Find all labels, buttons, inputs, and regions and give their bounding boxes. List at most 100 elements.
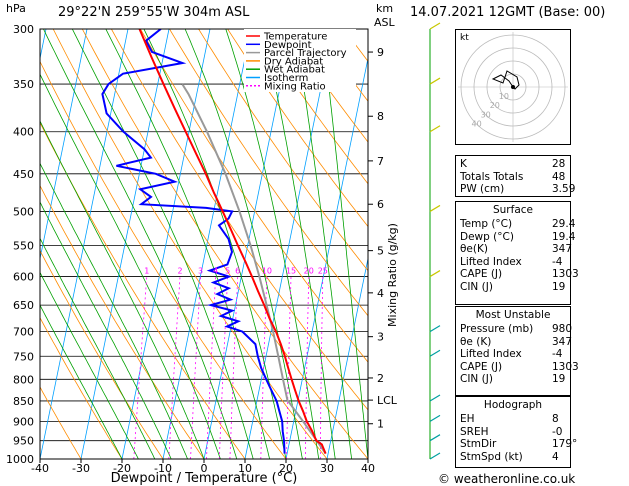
row-value: 980	[552, 323, 573, 335]
row-value: 4	[552, 450, 559, 463]
hodograph-unit-label: kt	[460, 33, 469, 43]
row-value: -4	[552, 348, 563, 361]
dry-adiabat	[198, 29, 368, 272]
row-value: 19	[552, 373, 566, 386]
pressure-tick-label: 550	[13, 239, 34, 252]
wind-barb	[429, 452, 441, 460]
row-label: PW (cm)	[460, 183, 505, 196]
row-value: 1303	[552, 360, 579, 373]
row-value: 347	[552, 335, 573, 348]
wet-adiabat	[43, 29, 238, 459]
plot-frame	[39, 28, 369, 460]
mixing-ratio-axis-label: Mixing Ratio (g/kg)	[386, 223, 399, 327]
legend: Temperature Dewpoint Parcel Trajectory Dry …	[244, 29, 356, 92]
hodograph-ring-label: 30	[481, 110, 491, 119]
isotherm	[0, 29, 5, 459]
row-label: Totals Totals	[460, 170, 524, 183]
wet-adiabat	[321, 29, 368, 459]
parcel-trajectory-line	[181, 83, 327, 455]
row-value: 3.59	[552, 183, 576, 196]
temperature-tick-label: 40	[361, 462, 375, 475]
dry-adiabat	[40, 316, 123, 459]
legend-entry: Isotherm	[264, 73, 308, 84]
height-tick-label: 4	[377, 287, 384, 300]
wind-barb	[429, 349, 441, 357]
row-value: 19	[552, 281, 566, 293]
height-tick-label: 2	[377, 372, 384, 385]
wet-adiabat	[262, 29, 336, 459]
dry-adiabat	[256, 29, 368, 185]
isotherm	[80, 29, 170, 459]
wind-barb	[429, 125, 441, 133]
copyright[interactable]: © weatheronline.co.uk	[438, 472, 576, 486]
row-value: 179°	[552, 438, 578, 451]
wet-adiabat	[40, 120, 205, 459]
table-row: Totals Totals 48	[460, 171, 566, 183]
isotherm	[40, 29, 129, 459]
row-label: θe(K)	[460, 243, 488, 256]
x-axis-label: Dewpoint / Temperature (°C)	[111, 471, 298, 486]
table-row: CAPE (J) 1303	[460, 268, 579, 280]
dry-adiabat	[111, 29, 368, 411]
table-row: Dewp (°C) 19.4	[460, 230, 575, 243]
row-label: Dewp (°C)	[460, 230, 514, 243]
row-label: K	[460, 158, 467, 170]
dry-adiabat	[40, 60, 287, 459]
pressure-tick-label: 350	[13, 78, 34, 91]
legend-entry: Temperature	[263, 32, 327, 43]
table-row: Pressure (mb) 980	[460, 323, 572, 335]
isotherm	[244, 29, 334, 459]
temperature-tick-label: 10	[238, 462, 252, 475]
dry-adiabat	[227, 29, 368, 228]
location-title: 29°22'N 259°55'W 304m ASL	[58, 5, 250, 20]
dry-adiabat	[576, 29, 629, 459]
temperature-tick-label: -10	[154, 462, 172, 475]
wet-adiabat	[40, 304, 123, 459]
height-tick-label: 6	[377, 198, 384, 211]
wet-adiabat	[71, 29, 254, 459]
row-label: Temp (°C)	[460, 218, 513, 230]
table-row: K 28	[460, 158, 566, 170]
mixing-ratio-line	[168, 276, 181, 459]
isotherm	[285, 56, 368, 459]
table-row: StmDir 179°	[460, 438, 577, 451]
height-tick-label: 5	[377, 245, 384, 258]
wind-barb	[429, 22, 441, 30]
temperature-tick-label: -40	[31, 462, 49, 475]
mixing-ratio-line	[190, 276, 201, 459]
dry-adiabat	[40, 249, 164, 459]
wet-adiabat	[143, 29, 287, 459]
table-row: θe(K) 347	[460, 243, 572, 256]
table-section-title: Surface	[492, 204, 533, 216]
mixing-ratio-label: 5	[225, 267, 230, 276]
table-row: Lifted Index -4	[460, 256, 566, 268]
pressure-tick-label: 500	[13, 205, 34, 218]
mixing-ratio-label: 3	[198, 267, 203, 276]
row-value: 1303	[552, 268, 579, 281]
row-label: StmDir	[460, 438, 497, 451]
mixing-ratio-label: 25	[318, 267, 328, 276]
wet-adiabat	[225, 29, 320, 459]
row-value: 29.4	[552, 218, 576, 230]
legend-entry: Mixing Ratio	[264, 81, 326, 92]
hodograph-table: Hodograph EH 8 SREH -0 StmDir 179° StmSpd (kt) 4	[455, 396, 577, 468]
legend-entry: Dewpoint	[264, 40, 312, 51]
wet-adiabat	[40, 237, 156, 459]
temperature-tick-label: -30	[72, 462, 90, 475]
table-section-title: Hodograph	[483, 399, 543, 411]
datetime-title: 14.07.2021 12GMT (Base: 00)	[410, 5, 606, 20]
isotherm	[203, 29, 293, 459]
row-value: 19.4	[552, 230, 576, 243]
isotherm	[326, 256, 368, 459]
row-value: 347	[552, 243, 573, 256]
table-row: Lifted Index -4	[460, 348, 566, 360]
most-unstable-table: Most Unstable Pressure (mb) 980 θe (K) 347 Li…	[455, 306, 579, 396]
wet-adiabat	[294, 29, 352, 459]
dry-adiabat	[606, 29, 629, 459]
table-row: CIN (J) 19	[460, 281, 566, 293]
row-label: EH	[460, 413, 475, 425]
height-tick-label: 1	[377, 418, 384, 431]
row-value: 28	[552, 158, 566, 170]
dry-adiabat	[40, 386, 82, 459]
